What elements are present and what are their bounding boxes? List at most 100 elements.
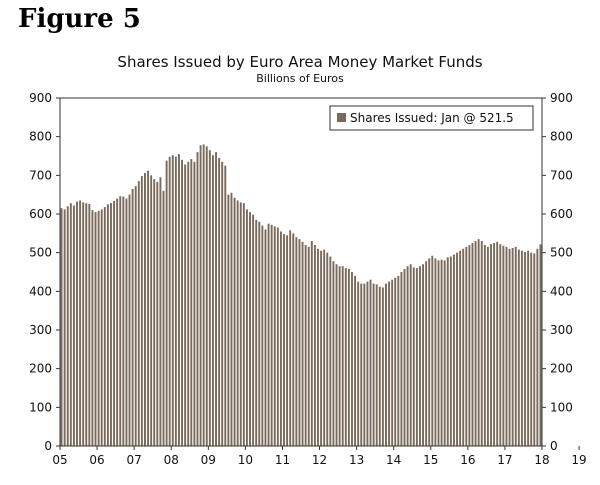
bar (106, 204, 109, 446)
bar (335, 264, 338, 446)
bar (391, 279, 394, 446)
chart-title: Shares Issued by Euro Area Money Market … (117, 53, 482, 71)
legend: Shares Issued: Jan @ 521.5 (329, 105, 534, 131)
bar (332, 261, 335, 446)
bar (452, 254, 455, 446)
bar (323, 249, 326, 446)
bar (286, 235, 289, 446)
bar (91, 210, 94, 446)
x-tick-label: 17 (497, 453, 512, 467)
bar (440, 259, 443, 446)
bar (499, 244, 502, 446)
bar (249, 212, 251, 446)
bar (116, 198, 119, 446)
bar (505, 246, 508, 446)
y-tick-label: 600 (29, 207, 52, 221)
bar (270, 224, 273, 446)
bar (184, 164, 187, 446)
bar (357, 281, 360, 446)
bar (233, 197, 236, 446)
bar (313, 244, 316, 446)
y-tick-label: 0 (44, 439, 52, 453)
bar (242, 203, 245, 446)
bar (375, 284, 378, 446)
legend-swatch (337, 113, 346, 122)
bar (165, 160, 168, 446)
bar (326, 252, 329, 446)
bar (329, 256, 332, 446)
bar (465, 246, 468, 446)
y-tick-label: 800 (29, 130, 52, 144)
x-tick-label: 07 (127, 453, 142, 467)
bar (131, 188, 134, 446)
y-tick-label-right: 300 (550, 323, 573, 337)
bar (486, 246, 489, 446)
bar (406, 266, 409, 446)
bar (144, 173, 146, 446)
bar (258, 221, 261, 446)
bar (304, 244, 307, 446)
bar (289, 230, 292, 446)
bar (298, 239, 301, 446)
bar (292, 233, 295, 446)
x-tick-label: 11 (275, 453, 290, 467)
bar (409, 264, 412, 446)
y-tick-label-right: 700 (550, 168, 573, 182)
y-tick-label-right: 400 (550, 284, 573, 298)
bar (63, 209, 66, 446)
bar (252, 214, 255, 446)
bar (434, 258, 437, 446)
bar (403, 268, 406, 446)
bar (511, 248, 514, 446)
bar (66, 206, 69, 446)
bar (103, 207, 106, 446)
bar (456, 252, 458, 446)
y-axis-right: 0 100 200 300 400 500 600 700 800 900 (542, 91, 573, 453)
y-tick-label-right: 0 (550, 439, 558, 453)
bar (199, 145, 202, 447)
bar (344, 268, 347, 446)
bar (236, 200, 239, 446)
y-tick-label-right: 800 (550, 130, 573, 144)
x-tick-label: 10 (238, 453, 253, 467)
bar (477, 239, 480, 446)
bar (128, 194, 131, 446)
y-tick-label: 700 (29, 168, 52, 182)
bar (301, 241, 304, 446)
bar (378, 286, 381, 446)
bar (366, 281, 369, 446)
bar (351, 272, 353, 446)
bar (400, 272, 403, 446)
x-tick-label: 05 (52, 453, 67, 467)
bar (524, 251, 526, 446)
y-tick-label-right: 100 (550, 400, 573, 414)
x-tick-label: 12 (312, 453, 327, 467)
bar (76, 201, 78, 446)
bar (425, 261, 428, 446)
bar (381, 287, 384, 446)
y-tick-label: 300 (29, 323, 52, 337)
legend-box (329, 105, 534, 131)
bar (428, 258, 431, 446)
bar (60, 208, 63, 446)
bar (267, 223, 270, 446)
bar (100, 209, 103, 446)
bar (208, 150, 211, 446)
bar (181, 159, 184, 446)
bar (471, 243, 474, 446)
bar (150, 175, 153, 446)
bar (468, 244, 471, 446)
bar (341, 266, 344, 446)
bar (307, 246, 310, 446)
bar (514, 246, 517, 446)
bar (205, 146, 208, 446)
bar (69, 203, 72, 446)
bar (317, 248, 319, 446)
bar (122, 196, 125, 446)
bar (459, 250, 462, 446)
bar (227, 194, 230, 446)
bar (310, 241, 313, 446)
bar (493, 243, 496, 446)
bar (273, 226, 276, 446)
bar (94, 212, 97, 446)
